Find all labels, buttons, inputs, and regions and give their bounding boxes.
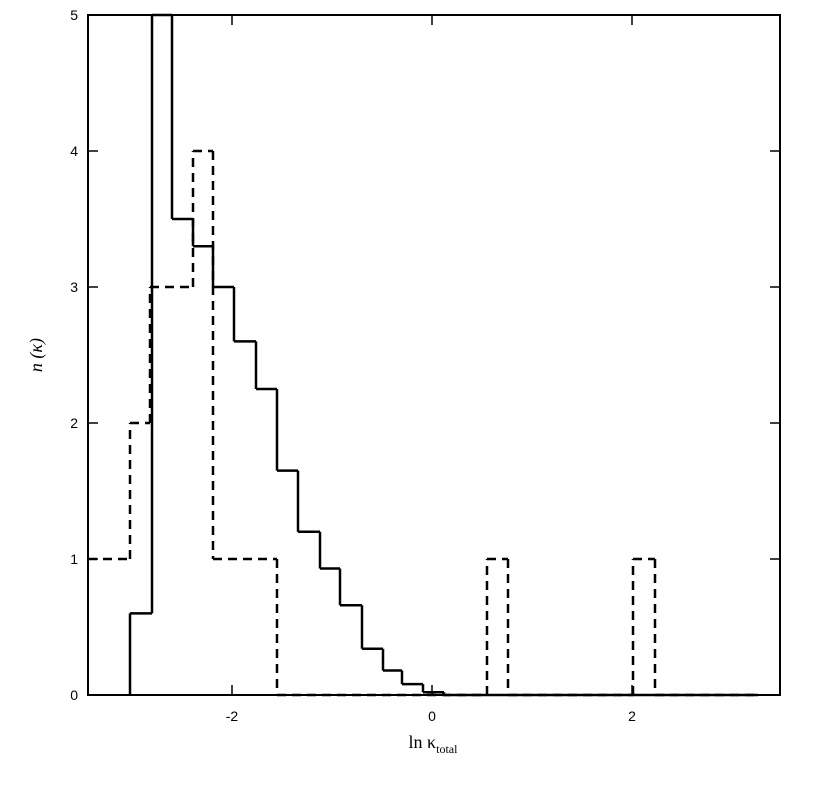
- x-axis-title-sub: total: [436, 742, 458, 756]
- x-tick-label: -2: [226, 708, 239, 724]
- y-axis-title: n (κ): [26, 338, 47, 372]
- y-tick-label: 3: [70, 279, 78, 295]
- y-tick-label: 0: [70, 687, 78, 703]
- x-tick-label: 2: [628, 708, 636, 724]
- y-tick-label: 1: [70, 551, 78, 567]
- plot-frame: [87, 14, 781, 696]
- y-tick-label: 4: [70, 143, 78, 159]
- y-tick-label: 5: [70, 7, 78, 23]
- y-tick-label: 2: [70, 415, 78, 431]
- x-axis-title-main: ln κ: [409, 732, 437, 752]
- x-tick-label: 0: [428, 708, 436, 724]
- x-axis-title: ln κtotal: [409, 732, 459, 756]
